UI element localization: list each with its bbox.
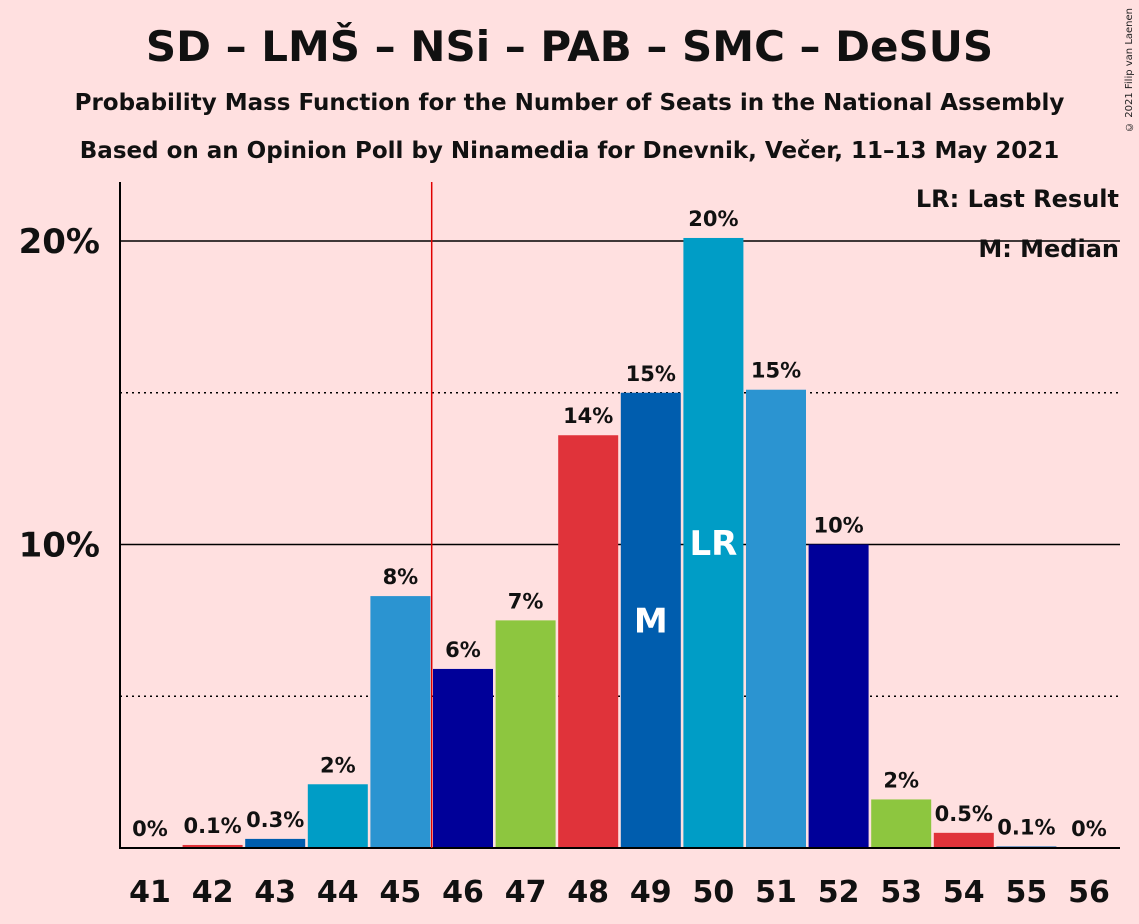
bar bbox=[433, 668, 493, 848]
bar bbox=[558, 435, 619, 848]
bar-value-label: 8% bbox=[383, 565, 419, 589]
x-tick-label: 46 bbox=[442, 875, 484, 910]
bar bbox=[871, 799, 932, 848]
bar bbox=[683, 237, 744, 849]
bar-value-label: 2% bbox=[320, 753, 356, 777]
last-result-marker: LR bbox=[689, 524, 737, 564]
bar bbox=[495, 620, 556, 848]
bar bbox=[933, 832, 994, 848]
bar-value-label: 0.3% bbox=[246, 808, 304, 832]
x-tick-label: 48 bbox=[567, 875, 609, 910]
x-tick-label: 52 bbox=[818, 875, 860, 910]
bar bbox=[620, 392, 681, 848]
x-tick-label: 47 bbox=[505, 875, 547, 910]
x-tick-label: 44 bbox=[317, 875, 359, 910]
x-tick-label: 51 bbox=[755, 875, 797, 910]
bar-value-label: 7% bbox=[508, 589, 544, 613]
bar-value-label: 6% bbox=[445, 638, 481, 662]
bar bbox=[182, 844, 243, 848]
bar-value-label: 0% bbox=[1071, 817, 1107, 841]
legend-median: M: Median bbox=[978, 235, 1119, 263]
x-tick-label: 50 bbox=[693, 875, 735, 910]
x-tick-label: 55 bbox=[1006, 875, 1048, 910]
x-tick-label: 54 bbox=[943, 875, 985, 910]
bar-value-label: 0.5% bbox=[935, 802, 993, 826]
bar-value-label: 2% bbox=[883, 768, 919, 792]
bar-value-label: 15% bbox=[626, 362, 676, 386]
x-tick-label: 49 bbox=[630, 875, 672, 910]
chart-subtitle: Probability Mass Function for the Number… bbox=[74, 90, 1065, 116]
y-tick-label: 10% bbox=[19, 526, 100, 566]
x-tick-label: 42 bbox=[192, 875, 234, 910]
bar-value-label: 0% bbox=[132, 817, 168, 841]
bar bbox=[307, 784, 368, 848]
bar-value-label: 15% bbox=[751, 359, 801, 383]
bar bbox=[808, 544, 869, 848]
x-tick-label: 53 bbox=[880, 875, 922, 910]
bar-value-label: 0.1% bbox=[183, 814, 241, 838]
x-tick-label: 41 bbox=[129, 875, 171, 910]
legend-last-result: LR: Last Result bbox=[915, 185, 1119, 213]
bar-value-label: 20% bbox=[688, 207, 738, 231]
y-tick-label: 20% bbox=[19, 222, 100, 262]
median-marker: M bbox=[634, 601, 668, 641]
chart-source: Based on an Opinion Poll by Ninamedia fo… bbox=[79, 138, 1060, 164]
bar bbox=[746, 389, 806, 848]
bar-value-label: 14% bbox=[563, 404, 613, 428]
bar bbox=[245, 838, 306, 848]
x-tick-label: 43 bbox=[254, 875, 296, 910]
bar bbox=[370, 596, 431, 848]
x-tick-label: 56 bbox=[1068, 875, 1110, 910]
chart-title: SD – LMŠ – NSi – PAB – SMC – DeSUS bbox=[145, 22, 994, 71]
bar-value-label: 10% bbox=[813, 514, 863, 538]
bar-value-label: 0.1% bbox=[997, 815, 1055, 839]
x-tick-label: 45 bbox=[380, 875, 422, 910]
